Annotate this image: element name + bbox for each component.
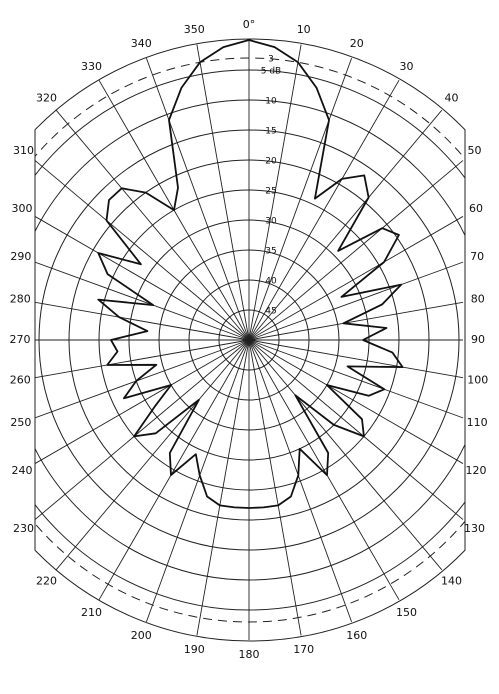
radial-tick-label: 40 bbox=[265, 277, 277, 287]
angle-tick-label: 80 bbox=[471, 293, 485, 306]
angle-tick-label: 70 bbox=[470, 250, 484, 263]
grid bbox=[35, 40, 465, 640]
radial-tick-label: 3 bbox=[268, 55, 274, 65]
radial-tick-label: 10 bbox=[265, 97, 277, 107]
frame-outline bbox=[34, 38, 466, 642]
radial-tick-label: 45 bbox=[265, 307, 276, 317]
angle-tick-label: 10 bbox=[297, 23, 311, 36]
angle-tick-label: 130 bbox=[464, 522, 485, 535]
angle-tick-label: 50 bbox=[467, 144, 481, 157]
angle-tick-label: 330 bbox=[81, 60, 102, 73]
spoke-grid-line bbox=[35, 261, 250, 341]
spoke-grid-line bbox=[55, 339, 250, 571]
frame bbox=[34, 38, 466, 642]
angle-tick-label: 340 bbox=[131, 37, 152, 50]
angle-tick-label: 320 bbox=[36, 92, 57, 105]
angle-tick-label: 30 bbox=[400, 60, 414, 73]
spoke-grid-line bbox=[196, 339, 250, 636]
spoke-grid-line bbox=[248, 57, 353, 341]
spoke-grid-line bbox=[248, 160, 464, 341]
angle-tick-label: 300 bbox=[12, 202, 33, 215]
labels: 3 5 dB 10 15 20 25 30 35 40 45 0° 10 20 30 40 50 60 70 80 9… bbox=[10, 18, 489, 661]
radial-tick-label: 35 bbox=[265, 247, 276, 257]
spoke-grid-line bbox=[248, 339, 464, 419]
angle-tick-label: 0° bbox=[243, 18, 256, 31]
spoke-grid-line bbox=[248, 339, 353, 623]
angle-tick-label: 140 bbox=[441, 574, 462, 587]
spoke-grid-line bbox=[98, 339, 250, 601]
spoke-grid-line bbox=[248, 44, 302, 341]
spoke-grid-line bbox=[35, 160, 250, 341]
angle-tick-label: 200 bbox=[131, 629, 152, 642]
angle-tick-label: 180 bbox=[239, 648, 260, 661]
radial-tick-label: 30 bbox=[265, 217, 277, 227]
angle-tick-label: 290 bbox=[10, 250, 31, 263]
spoke-grid-line bbox=[248, 301, 464, 341]
spoke-grid-line bbox=[248, 79, 400, 341]
angle-tick-label: 310 bbox=[13, 144, 34, 157]
spoke-grid-line bbox=[35, 216, 250, 341]
angle-tick-label: 120 bbox=[465, 464, 486, 477]
angle-tick-label: 170 bbox=[293, 643, 314, 656]
spoke-grid-line bbox=[35, 339, 250, 419]
spoke-grid-line bbox=[35, 339, 250, 520]
angle-tick-label: 150 bbox=[396, 606, 417, 619]
radial-tick-label: 25 bbox=[265, 187, 276, 197]
angle-tick-label: 280 bbox=[10, 293, 31, 306]
spoke-grid-line bbox=[35, 339, 250, 379]
angle-tick-label: 250 bbox=[10, 416, 31, 429]
angle-tick-label: 210 bbox=[81, 606, 102, 619]
angle-tick-label: 160 bbox=[346, 629, 367, 642]
angle-tick-label: 270 bbox=[10, 333, 31, 346]
spoke-grid-line bbox=[35, 339, 250, 464]
angle-tick-label: 240 bbox=[12, 464, 33, 477]
spoke-grid-line bbox=[145, 57, 250, 341]
spoke-grid-line bbox=[145, 339, 250, 623]
spoke-grid-line bbox=[248, 339, 400, 601]
angle-tick-label: 100 bbox=[467, 373, 488, 386]
spoke-grid-line bbox=[55, 109, 250, 341]
angle-tick-label: 110 bbox=[467, 416, 488, 429]
angle-tick-label: 350 bbox=[184, 23, 205, 36]
radial-tick-label: 15 bbox=[265, 127, 276, 137]
angle-tick-label: 230 bbox=[13, 522, 34, 535]
spoke-grid-line bbox=[35, 301, 250, 341]
spoke-grid-line bbox=[196, 44, 250, 341]
angle-tick-label: 20 bbox=[350, 37, 364, 50]
spoke-grid-line bbox=[248, 109, 443, 341]
angle-tick-label: 220 bbox=[36, 574, 57, 587]
spoke-grid-line bbox=[248, 216, 464, 341]
spoke-grid-line bbox=[248, 339, 464, 379]
spoke-grid-line bbox=[248, 339, 464, 464]
angle-tick-label: 190 bbox=[184, 643, 205, 656]
angle-tick-label: 40 bbox=[444, 92, 458, 105]
radial-tick-label: 5 dB bbox=[261, 67, 281, 77]
spoke-grid-line bbox=[248, 339, 464, 520]
angle-tick-label: 90 bbox=[471, 333, 485, 346]
spoke-grid-line bbox=[248, 339, 443, 571]
marks bbox=[97, 39, 404, 509]
spoke-grid-line bbox=[248, 261, 464, 341]
angle-tick-label: 260 bbox=[10, 373, 31, 386]
spoke-grid-line bbox=[248, 339, 302, 636]
radial-tick-label: 20 bbox=[265, 157, 277, 167]
angle-tick-label: 60 bbox=[469, 202, 483, 215]
radiation-pattern bbox=[97, 39, 404, 509]
